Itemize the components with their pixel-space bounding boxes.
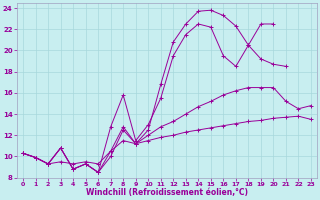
X-axis label: Windchill (Refroidissement éolien,°C): Windchill (Refroidissement éolien,°C) [86,188,248,197]
